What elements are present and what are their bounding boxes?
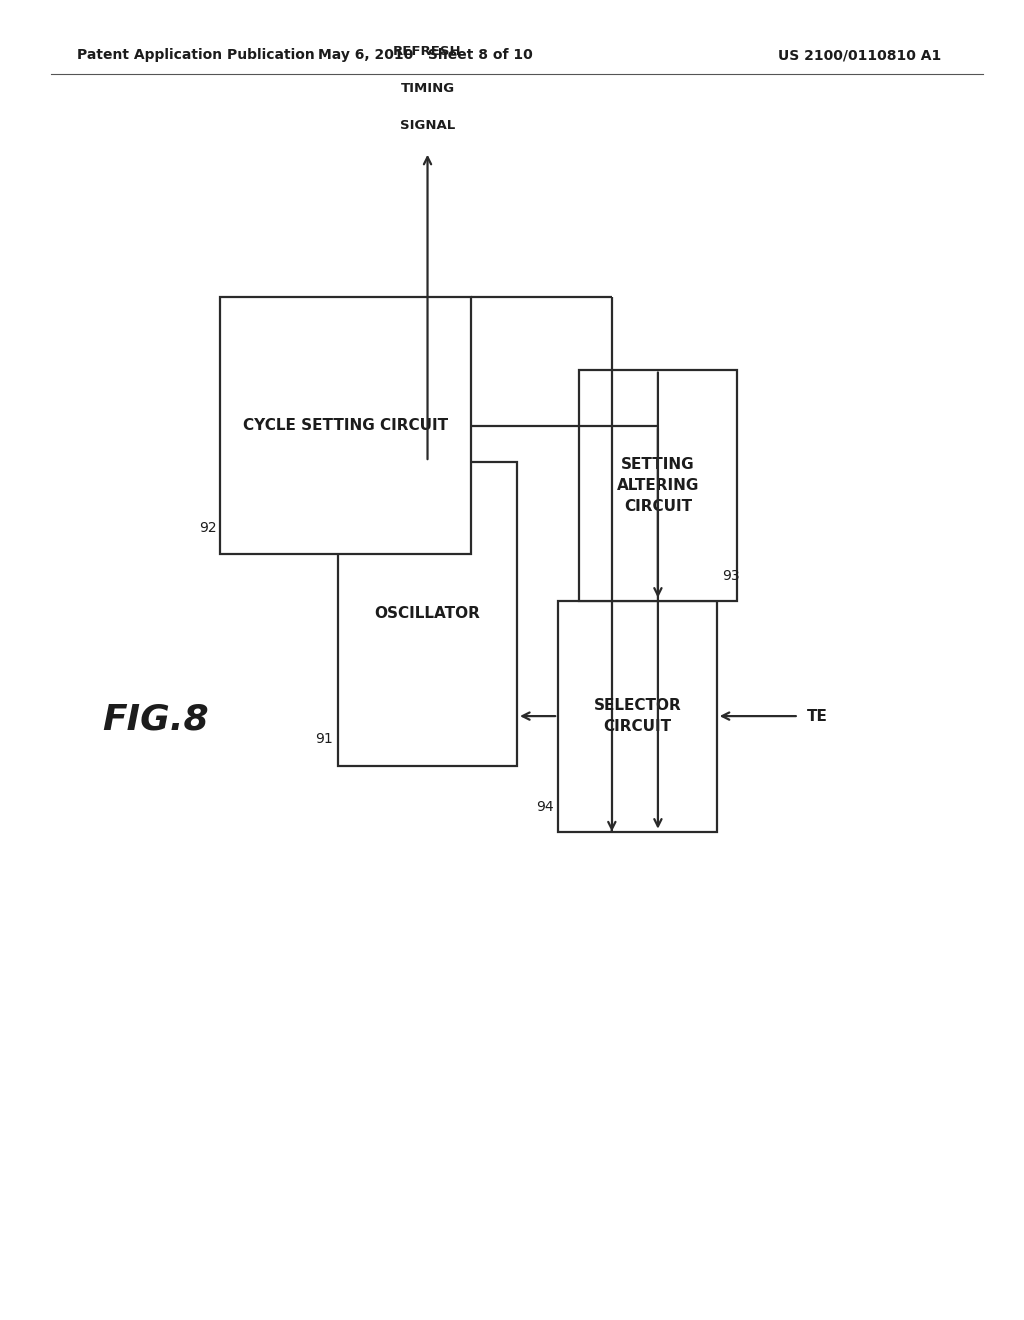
Bar	[558, 601, 717, 832]
Text: 92: 92	[200, 520, 217, 535]
Text: 93: 93	[722, 569, 739, 583]
Text: 91: 91	[315, 731, 333, 746]
Text: FIG.8: FIG.8	[102, 702, 209, 737]
Text: CYCLE SETTING CIRCUIT: CYCLE SETTING CIRCUIT	[243, 418, 449, 433]
Text: TIMING: TIMING	[400, 82, 455, 95]
Text: OSCILLATOR: OSCILLATOR	[375, 606, 480, 622]
Text: TE: TE	[807, 709, 827, 723]
Bar	[338, 462, 517, 766]
Text: Patent Application Publication: Patent Application Publication	[77, 49, 314, 62]
Text: SIGNAL: SIGNAL	[400, 119, 455, 132]
Bar	[220, 297, 471, 554]
Text: US 2100/0110810 A1: US 2100/0110810 A1	[778, 49, 941, 62]
Text: 94: 94	[537, 800, 554, 814]
Text: SETTING
ALTERING
CIRCUIT: SETTING ALTERING CIRCUIT	[616, 457, 699, 513]
Text: SELECTOR
CIRCUIT: SELECTOR CIRCUIT	[594, 698, 681, 734]
Text: REFRESH: REFRESH	[393, 45, 462, 58]
Bar	[579, 370, 737, 601]
Text: May 6, 2010   Sheet 8 of 10: May 6, 2010 Sheet 8 of 10	[317, 49, 532, 62]
